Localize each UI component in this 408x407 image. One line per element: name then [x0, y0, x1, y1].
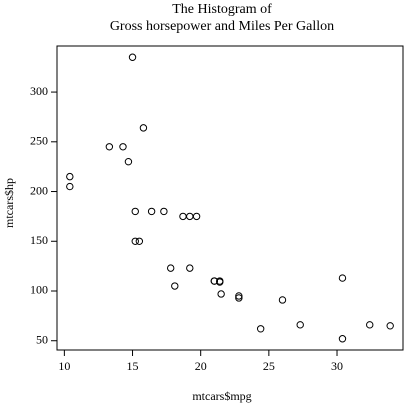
y-tick-label: 50: [36, 332, 48, 346]
point: [186, 212, 194, 221]
plot-frame: [56, 45, 404, 351]
point: [210, 277, 219, 285]
x-tick-label: 30: [331, 359, 343, 373]
y-tick-label: 300: [30, 84, 48, 98]
chart-title: The Histogram of: [172, 2, 272, 17]
point: [171, 282, 179, 290]
point: [217, 290, 225, 298]
point: [338, 274, 347, 282]
y-tick-label: 200: [30, 183, 48, 197]
point: [139, 124, 148, 132]
point: [179, 212, 187, 221]
point: [66, 172, 74, 181]
point: [366, 321, 374, 329]
point: [147, 207, 156, 216]
y-tick-label: 100: [30, 283, 48, 297]
y-tick-label: 250: [30, 134, 48, 148]
point: [296, 321, 304, 329]
point: [128, 53, 137, 61]
point: [119, 143, 127, 151]
y-axis-label: mtcars$hp: [2, 178, 16, 228]
point: [135, 237, 144, 245]
x-tick-label: 20: [195, 359, 207, 373]
point: [278, 296, 287, 304]
point: [186, 264, 194, 272]
point: [192, 212, 201, 221]
point: [386, 322, 394, 330]
y-tick-label: 150: [30, 233, 48, 247]
point: [105, 143, 114, 151]
point: [256, 325, 265, 333]
chart-title: Gross horsepower and Miles Per Gallon: [110, 19, 334, 34]
point: [131, 207, 139, 216]
x-axis-label: mtcars$mpg: [192, 389, 251, 403]
point: [216, 278, 224, 286]
point: [235, 294, 243, 302]
x-tick-label: 10: [58, 359, 70, 373]
point: [338, 335, 347, 343]
x-tick-label: 15: [127, 359, 139, 373]
point: [166, 264, 175, 272]
point: [160, 207, 168, 216]
point: [124, 157, 133, 166]
point: [131, 237, 139, 245]
x-tick-label: 25: [263, 359, 275, 373]
point: [66, 182, 74, 191]
point: [235, 292, 243, 300]
